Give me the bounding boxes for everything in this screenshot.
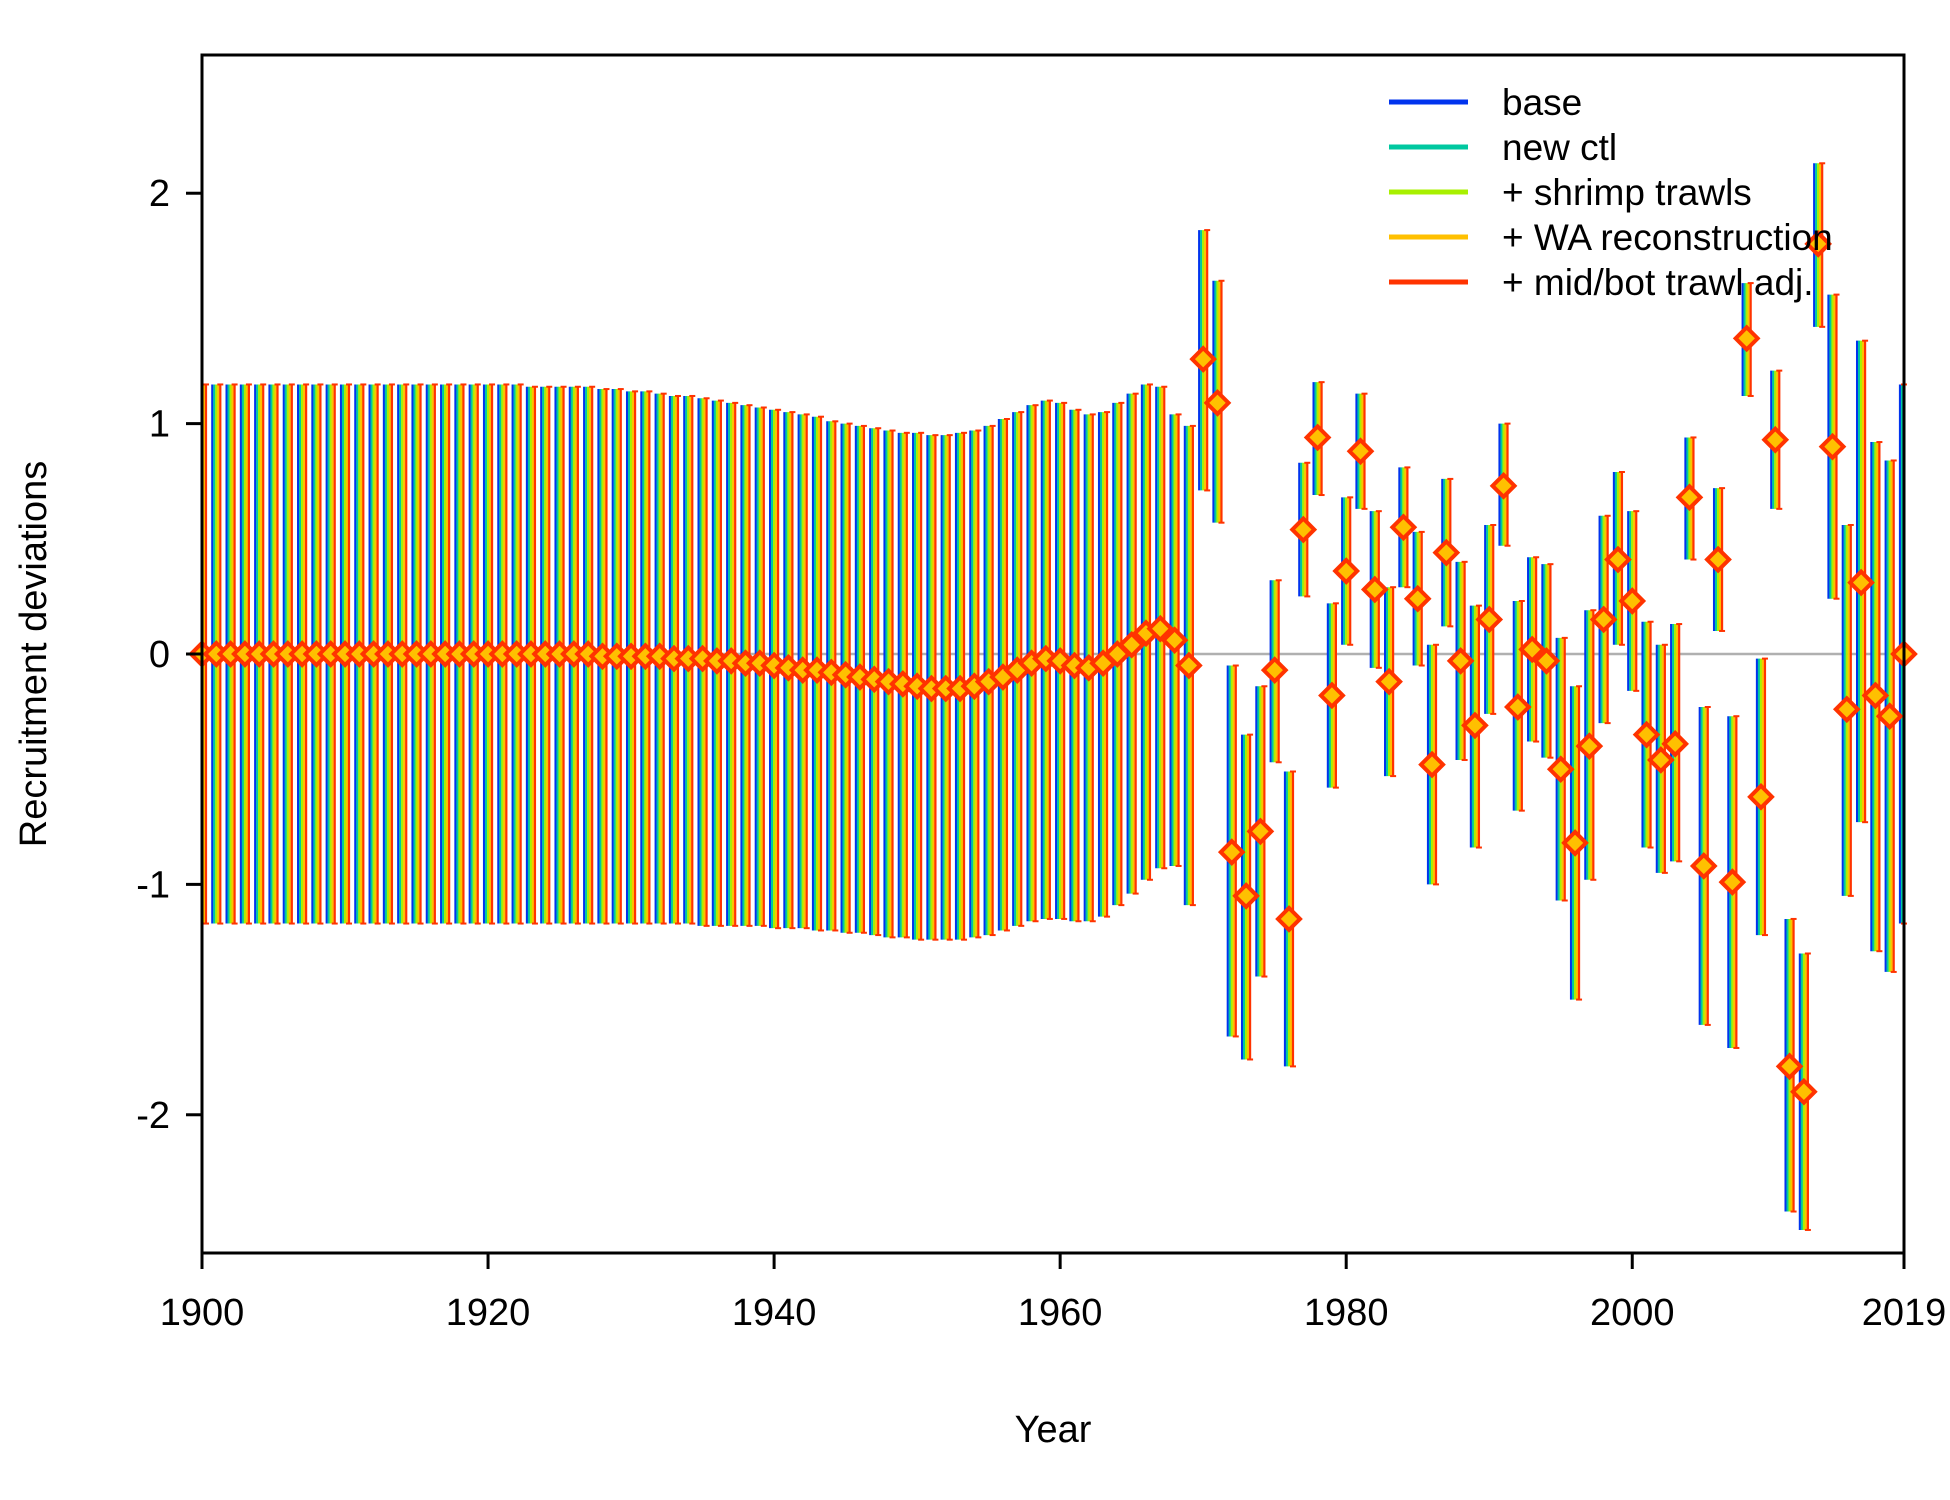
point-1988	[1446, 647, 1475, 675]
point-2000	[1618, 587, 1647, 615]
point-1973	[1232, 882, 1260, 910]
x-tick-label-1920: 1920	[446, 1292, 531, 1334]
point-1981	[1346, 437, 1375, 466]
y-tick-label-0: 0	[149, 634, 170, 676]
y-axis-title: Recruitment deviations	[13, 461, 55, 848]
point-1980	[1332, 557, 1361, 585]
x-tick-label-1940: 1940	[732, 1292, 817, 1334]
point-2011	[1775, 1052, 1804, 1081]
point-2006	[1704, 545, 1732, 574]
point-2018	[1875, 702, 1904, 731]
legend-label-2: new ctl	[1502, 127, 1617, 168]
point-markers-group	[188, 230, 1918, 1106]
x-tick-label-2000: 2000	[1590, 1292, 1675, 1334]
point-1999	[1604, 545, 1632, 574]
point-1987	[1432, 538, 1461, 567]
point-1969	[1175, 651, 1203, 680]
point-1976	[1275, 905, 1303, 933]
legend-label-4: + WA reconstruction	[1502, 217, 1833, 258]
y-tick-label--2: -2	[136, 1095, 170, 1137]
point-1970	[1189, 345, 1218, 373]
point-1992	[1504, 693, 1532, 721]
point-2003	[1661, 730, 1689, 758]
point-2002	[1647, 746, 1675, 774]
point-2010	[1761, 425, 1790, 454]
x-tick-label-1960: 1960	[1018, 1292, 1103, 1334]
y-tick-label-1: 1	[149, 404, 170, 446]
point-1979	[1318, 681, 1346, 710]
y-tick-label--1: -1	[136, 864, 170, 906]
x-tick-label-2019: 2019	[1862, 1292, 1947, 1334]
point-1990	[1475, 605, 1504, 634]
point-2012	[1790, 1077, 1818, 1106]
point-1991	[1489, 471, 1518, 500]
point-2008	[1732, 324, 1761, 353]
point-1982	[1360, 575, 1389, 604]
point-2016	[1847, 568, 1875, 597]
legend-label-3: + shrimp trawls	[1502, 172, 1752, 213]
point-2009	[1747, 783, 1775, 811]
point-1993	[1518, 635, 1546, 664]
y-axis: -2 -1 0 1 2	[136, 173, 202, 1137]
x-tick-label-1980: 1980	[1304, 1292, 1389, 1334]
point-1989	[1461, 711, 1489, 740]
point-1971	[1203, 389, 1232, 417]
point-1995	[1546, 755, 1575, 784]
point-1998	[1589, 605, 1618, 634]
point-1996	[1561, 829, 1589, 857]
x-axis: 1900 1920 1940 1960 1980 2000 2019	[160, 1253, 1947, 1334]
legend-label-1: base	[1502, 82, 1582, 123]
point-2007	[1718, 868, 1747, 896]
point-1972	[1217, 838, 1246, 866]
point-1968	[1160, 626, 1189, 655]
point-2017	[1861, 681, 1890, 710]
point-1978	[1303, 423, 1332, 452]
point-2015	[1832, 695, 1861, 724]
point-1986	[1418, 750, 1446, 779]
point-1994	[1532, 647, 1561, 675]
point-1997	[1575, 732, 1604, 760]
point-1965	[1117, 630, 1146, 659]
point-2014	[1818, 432, 1847, 461]
x-axis-title: Year	[1015, 1409, 1092, 1451]
point-1984	[1389, 513, 1418, 542]
x-tick-label-1900: 1900	[160, 1292, 245, 1334]
point-2005	[1689, 852, 1718, 880]
point-1983	[1375, 667, 1403, 696]
point-2001	[1632, 720, 1661, 749]
point-1975	[1260, 656, 1289, 684]
point-1974	[1246, 817, 1275, 846]
point-2004	[1675, 483, 1704, 512]
y-tick-label-2: 2	[149, 173, 170, 215]
point-1985	[1403, 584, 1432, 613]
point-1967	[1146, 614, 1175, 643]
point-1977	[1289, 515, 1318, 544]
point-2013	[1804, 230, 1833, 258]
legend-label-5: + mid/bot trawl adj.	[1502, 262, 1814, 303]
